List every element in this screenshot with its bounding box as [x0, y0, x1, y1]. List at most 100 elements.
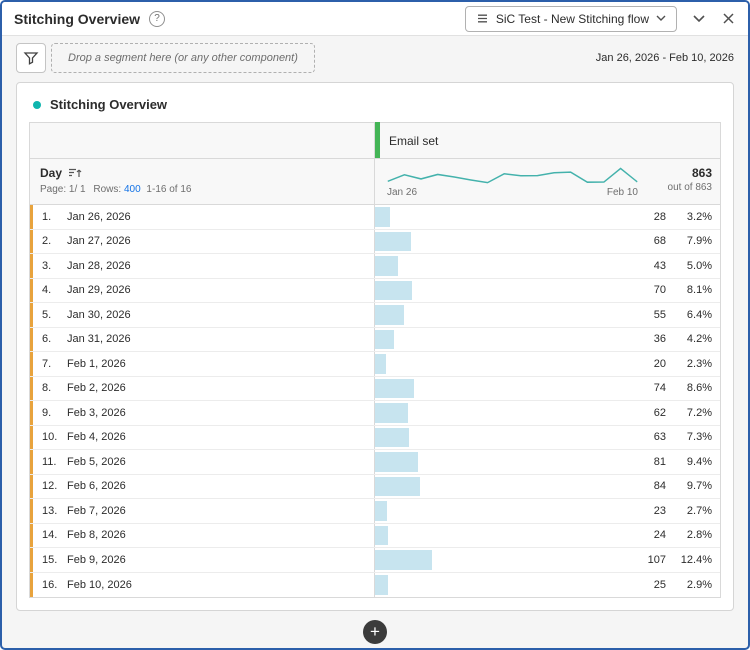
row-bar	[375, 231, 412, 251]
row-value-cell: 70 8.1%	[375, 279, 720, 303]
table-row[interactable]: 1. Jan 26, 2026 28 3.2%	[30, 205, 720, 230]
row-date: Feb 1, 2026	[67, 357, 126, 370]
row-dimension-cell: 4. Jan 29, 2026	[30, 278, 375, 302]
rows-range: 1-16 of 16	[146, 184, 192, 195]
table-row[interactable]: 3. Jan 28, 2026 43 5.0%	[30, 254, 720, 279]
row-value: 43	[653, 259, 666, 272]
row-date: Feb 9, 2026	[67, 553, 126, 566]
table-row[interactable]: 9. Feb 3, 2026 62 7.2%	[30, 401, 720, 426]
row-date: Feb 5, 2026	[67, 455, 126, 468]
flow-selector-dropdown[interactable]: SiC Test - New Stitching flow	[464, 5, 677, 32]
row-value: 36	[653, 333, 666, 346]
drop-placeholder: Drop a segment here (or any other compon…	[68, 52, 298, 64]
column-header-empty-cell	[30, 123, 375, 158]
row-dimension-cell: 12. Feb 6, 2026	[30, 474, 375, 498]
collapse-chevron-icon	[693, 14, 705, 22]
table-row[interactable]: 8. Feb 2, 2026 74 8.6%	[30, 376, 720, 401]
column-total-sub: out of 863	[667, 182, 712, 193]
row-index: 10.	[42, 431, 58, 444]
table-row[interactable]: 15. Feb 9, 2026 107 12.4%	[30, 548, 720, 573]
row-bar	[375, 305, 405, 325]
collapse-panel-button[interactable]	[691, 13, 707, 25]
table-row[interactable]: 10. Feb 4, 2026 63 7.3%	[30, 425, 720, 450]
row-value: 25	[653, 578, 666, 591]
rows-count-link[interactable]: 400	[123, 184, 141, 195]
row-bar	[375, 354, 386, 374]
row-bar	[375, 256, 398, 276]
row-index: 2.	[42, 235, 52, 248]
row-date: Feb 2, 2026	[67, 382, 126, 395]
row-date: Jan 26, 2026	[67, 210, 131, 223]
row-pct: 7.2%	[686, 406, 712, 419]
row-pct: 2.8%	[686, 529, 712, 542]
row-dimension-cell: 11. Feb 5, 2026	[30, 450, 375, 474]
column-total-box: 863 out of 863	[640, 163, 712, 202]
row-value: 81	[653, 455, 666, 468]
dimension-title-line: Day	[40, 166, 364, 180]
row-value-cell: 23 2.7%	[375, 499, 720, 523]
table-row[interactable]: 11. Feb 5, 2026 81 9.4%	[30, 450, 720, 475]
dimension-header-day[interactable]: Day	[40, 166, 63, 180]
close-button[interactable]	[721, 11, 736, 26]
segment-toolbar: Drop a segment here (or any other compon…	[2, 36, 748, 80]
table-row[interactable]: 5. Jan 30, 2026 55 6.4%	[30, 303, 720, 328]
row-value-cell: 81 9.4%	[375, 450, 720, 474]
spark-start-label: Jan 26	[387, 187, 418, 198]
row-bar	[375, 550, 432, 570]
row-index: 8.	[42, 382, 52, 395]
row-date: Feb 8, 2026	[67, 529, 126, 542]
table-row[interactable]: 12. Feb 6, 2026 84 9.7%	[30, 474, 720, 499]
column-drag-handle[interactable]	[375, 122, 380, 158]
column-header-cell[interactable]: Email set	[375, 122, 720, 158]
freeform-table: Email set Day Page: 1/ 1 Rows:	[29, 122, 721, 598]
row-pct: 5.0%	[686, 259, 712, 272]
row-value-cell: 43 5.0%	[375, 254, 720, 278]
row-bar	[375, 476, 420, 496]
sort-icon[interactable]	[68, 167, 82, 179]
row-dimension-cell: 14. Feb 8, 2026	[30, 523, 375, 547]
freeform-panel: Stitching Overview Email set Day	[16, 82, 734, 611]
row-bar	[375, 403, 408, 423]
table-row[interactable]: 13. Feb 7, 2026 23 2.7%	[30, 499, 720, 524]
add-panel-button[interactable]: +	[363, 620, 387, 644]
row-index: 14.	[42, 529, 58, 542]
dimension-header-cell: Day Page: 1/ 1 Rows: 400 1-16 of 16	[30, 159, 375, 204]
table-row[interactable]: 2. Jan 27, 2026 68 7.9%	[30, 229, 720, 254]
segment-drop-zone[interactable]: Drop a segment here (or any other compon…	[51, 43, 315, 73]
row-value-cell: 25 2.9%	[375, 573, 720, 598]
row-bar	[375, 525, 388, 545]
row-dimension-cell: 6. Jan 31, 2026	[30, 327, 375, 351]
row-date: Jan 30, 2026	[67, 308, 131, 321]
row-value: 63	[653, 431, 666, 444]
row-index: 12.	[42, 480, 58, 493]
row-date: Jan 31, 2026	[67, 333, 131, 346]
row-value-cell: 36 4.2%	[375, 328, 720, 352]
row-value: 28	[653, 210, 666, 223]
segment-filter-button[interactable]	[16, 43, 46, 73]
table-row[interactable]: 6. Jan 31, 2026 36 4.2%	[30, 327, 720, 352]
row-date: Feb 3, 2026	[67, 406, 126, 419]
spark-end-label: Feb 10	[606, 187, 638, 198]
row-value-cell: 84 9.7%	[375, 475, 720, 499]
date-range[interactable]: Jan 26, 2026 - Feb 10, 2026	[595, 52, 734, 64]
column-summary-cell: Jan 26 Feb 10 863 out of 863	[375, 159, 720, 204]
row-index: 6.	[42, 333, 52, 346]
row-pct: 9.4%	[686, 455, 712, 468]
table-row[interactable]: 7. Feb 1, 2026 20 2.3%	[30, 352, 720, 377]
column-header-row: Email set	[30, 122, 720, 159]
row-date: Jan 28, 2026	[67, 259, 131, 272]
table-row[interactable]: 4. Jan 29, 2026 70 8.1%	[30, 278, 720, 303]
column-total: 863	[691, 166, 712, 180]
row-bar	[375, 452, 419, 472]
row-bar	[375, 427, 409, 447]
table-row[interactable]: 14. Feb 8, 2026 24 2.8%	[30, 523, 720, 548]
row-date: Jan 29, 2026	[67, 284, 131, 297]
row-value-cell: 63 7.3%	[375, 426, 720, 450]
row-value-cell: 20 2.3%	[375, 352, 720, 376]
row-pct: 2.7%	[686, 504, 712, 517]
row-index: 3.	[42, 259, 52, 272]
table-row[interactable]: 16. Feb 10, 2026 25 2.9%	[30, 572, 720, 598]
row-value: 23	[653, 504, 666, 517]
row-index: 11.	[42, 455, 57, 468]
help-icon[interactable]: ?	[149, 10, 166, 27]
